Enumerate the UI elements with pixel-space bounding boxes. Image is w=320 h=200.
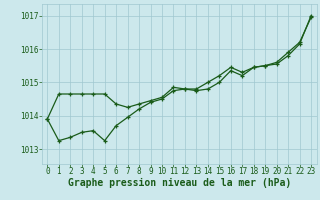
X-axis label: Graphe pression niveau de la mer (hPa): Graphe pression niveau de la mer (hPa): [68, 178, 291, 188]
